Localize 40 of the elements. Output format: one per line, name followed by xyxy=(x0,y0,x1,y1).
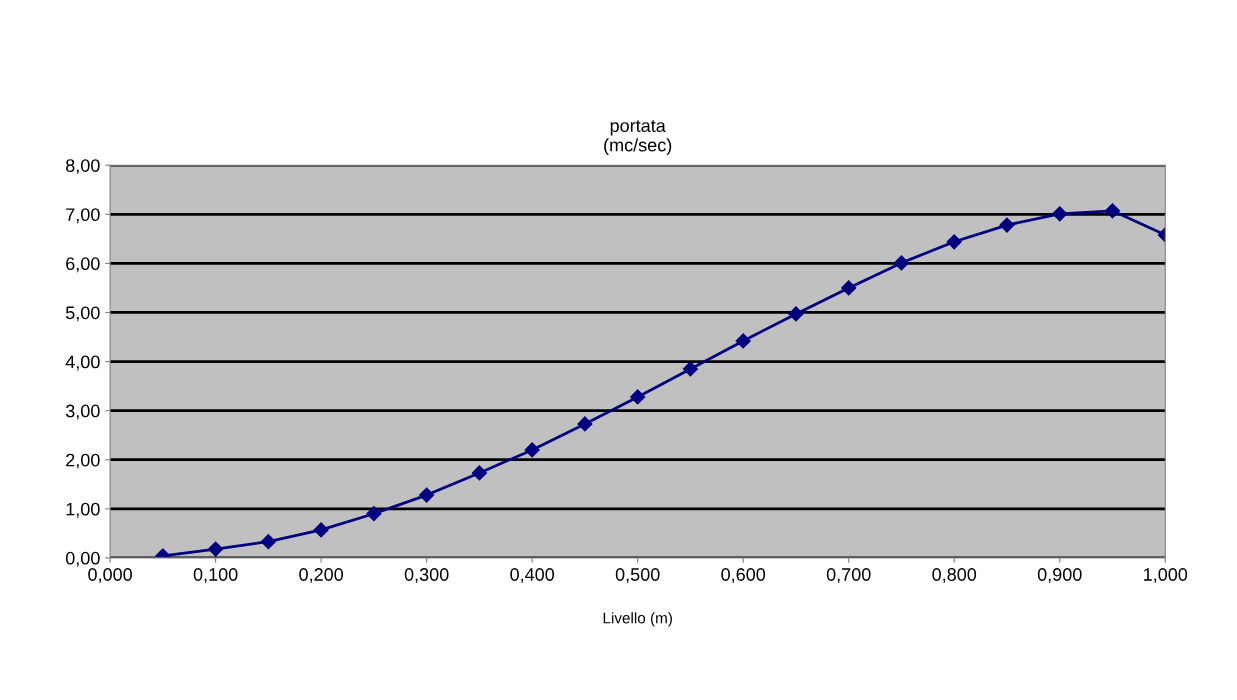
x-tick-label: 0,300 xyxy=(404,568,449,584)
y-tick-label: 4,00 xyxy=(65,355,100,371)
x-tick-label: 0,200 xyxy=(299,568,344,584)
point xyxy=(471,465,487,481)
point xyxy=(366,506,382,522)
point xyxy=(682,361,699,377)
point xyxy=(524,442,540,458)
x-axis-title: Livello (m) xyxy=(603,612,672,627)
x-tick-label: 0,100 xyxy=(193,568,238,584)
x-tick-label: 0,500 xyxy=(615,568,660,584)
point xyxy=(999,217,1015,233)
x-tick-label: 0,700 xyxy=(826,568,871,584)
y-tick-label: 3,00 xyxy=(65,404,100,420)
y-tick-label: 2,00 xyxy=(66,453,100,469)
point xyxy=(1052,206,1068,222)
point xyxy=(313,522,329,538)
y-tick-label: 6,00 xyxy=(66,257,100,273)
point xyxy=(630,389,646,405)
x-tick-label: 1,000 xyxy=(1144,568,1188,584)
chart-title: portata (mc/sec) xyxy=(604,120,672,156)
point xyxy=(577,416,593,432)
y-tick-label: 0,00 xyxy=(65,551,100,567)
point xyxy=(946,234,962,250)
point xyxy=(735,333,751,349)
x-tick-label: 0,800 xyxy=(932,568,977,584)
x-tick-label: 0,000 xyxy=(88,568,132,584)
point xyxy=(208,541,224,557)
point xyxy=(893,255,910,271)
point xyxy=(788,306,804,322)
point xyxy=(260,534,276,550)
y-tick-label: 8,00 xyxy=(66,159,100,175)
y-tick-label: 1,00 xyxy=(66,502,100,518)
x-tick-label: 0,600 xyxy=(721,568,766,584)
point xyxy=(419,487,435,503)
y-tick-label: 5,00 xyxy=(65,306,100,322)
point xyxy=(841,280,857,296)
y-tick-label: 7,00 xyxy=(66,208,100,224)
x-tick-label: 0,400 xyxy=(510,568,555,584)
point xyxy=(1104,203,1121,219)
x-tick-label: 0,900 xyxy=(1037,568,1082,584)
